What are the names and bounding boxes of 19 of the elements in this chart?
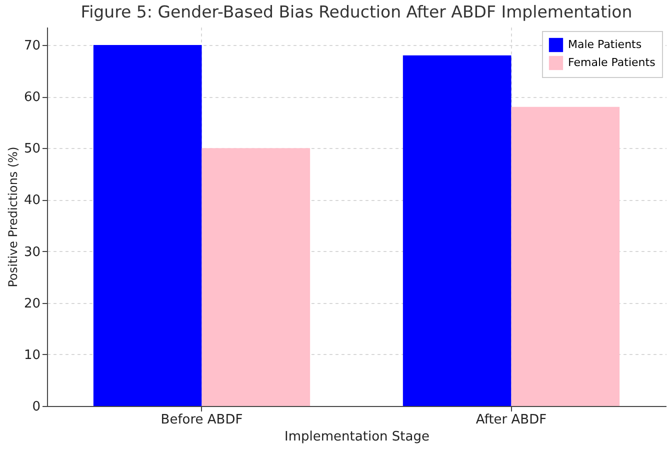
- y-tick-label: 60: [24, 90, 40, 106]
- y-tick-label: 30: [24, 244, 40, 260]
- x-tick-label: After ABDF: [476, 412, 547, 428]
- bar: [402, 55, 512, 406]
- y-tick-label: 40: [24, 193, 40, 208]
- bar: [93, 45, 202, 406]
- y-tick-label: 0: [32, 400, 40, 414]
- y-tick-label: 20: [24, 296, 40, 312]
- chart-title: Figure 5: Gender-Based Bias Reduction After ABDF Implementation: [80, 2, 632, 22]
- bar: [202, 148, 310, 406]
- x-axis-title: Implementation Stage: [284, 430, 430, 444]
- bar: [511, 106, 620, 406]
- y-tick-label: 50: [24, 142, 40, 157]
- y-tick-label: 70: [24, 38, 40, 54]
- y-tick-label: 10: [24, 348, 40, 363]
- legend-label: Female Patients: [568, 56, 656, 69]
- legend-label: Male Patients: [568, 38, 642, 51]
- y-axis-title: Positive Predictions (%): [6, 146, 20, 288]
- x-tick-label: Before ABDF: [160, 412, 243, 428]
